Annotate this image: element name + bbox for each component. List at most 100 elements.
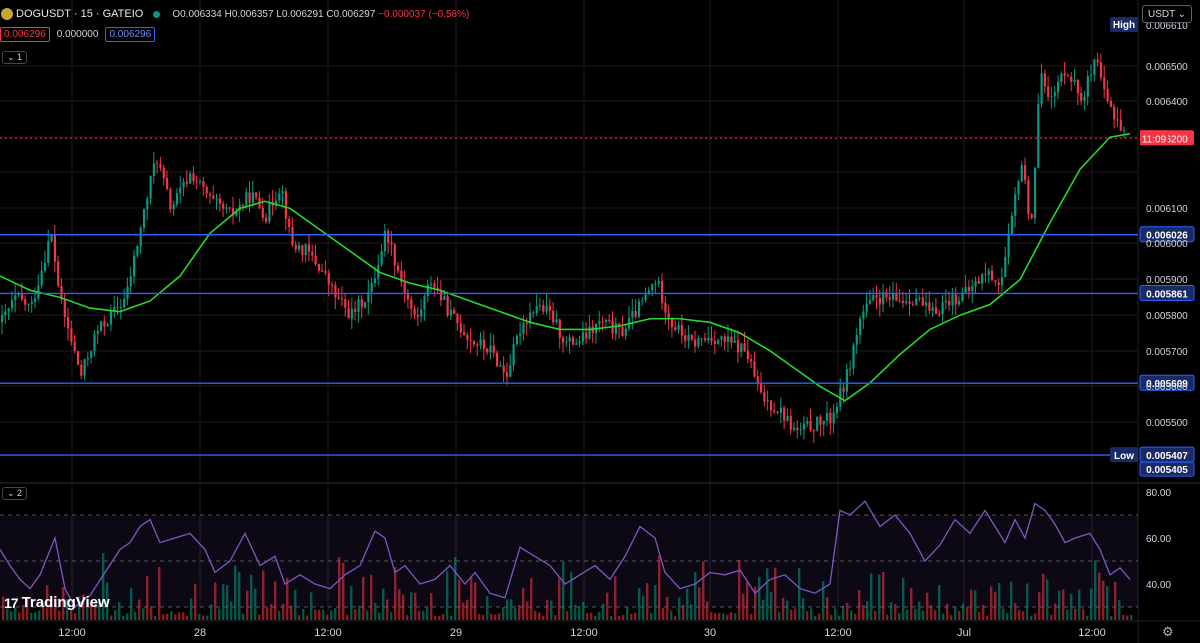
- candle-body: [657, 281, 660, 284]
- candle-body: [17, 293, 20, 296]
- candle-body: [304, 244, 307, 256]
- volume-bar: [962, 603, 965, 620]
- volume-bar: [558, 578, 561, 620]
- candle-body: [974, 280, 977, 287]
- volume-bar: [762, 599, 765, 620]
- volume-bar: [446, 570, 449, 620]
- candle-body: [1103, 77, 1106, 89]
- candle-body: [1083, 96, 1086, 101]
- candle-body: [459, 323, 462, 333]
- volume-bar: [1038, 592, 1041, 620]
- candle-body: [1010, 215, 1013, 234]
- candle-body: [634, 310, 637, 318]
- volume-bar: [638, 588, 641, 620]
- volume-bar: [202, 615, 205, 620]
- volume-bar: [358, 605, 361, 620]
- candle-body: [694, 339, 697, 347]
- candle-body: [469, 340, 472, 342]
- candle-body: [717, 339, 720, 345]
- candle-body: [152, 163, 155, 176]
- open-value: O0.006334: [172, 8, 222, 20]
- level-price-label: 0.006026: [1146, 231, 1188, 242]
- volume-bar: [858, 589, 861, 620]
- candle-body: [750, 359, 753, 362]
- volume-bar: [854, 613, 857, 620]
- volume-bar: [526, 601, 529, 620]
- candle-body: [677, 325, 680, 330]
- volume-bar: [134, 611, 137, 620]
- volume-bar: [670, 610, 673, 620]
- candle-body: [1004, 256, 1007, 278]
- candle-body: [443, 296, 446, 301]
- volume-bar: [826, 597, 829, 620]
- volume-bar: [1022, 611, 1025, 620]
- volume-bar: [26, 596, 29, 620]
- volume-bar: [690, 604, 693, 620]
- candle-body: [971, 286, 974, 292]
- volume-bar: [210, 604, 213, 620]
- candle-body: [1053, 92, 1056, 97]
- price-axis-label: 0.006400: [1146, 97, 1188, 108]
- volume-bar: [198, 614, 201, 620]
- candle-body: [182, 181, 185, 188]
- candle-body: [601, 321, 604, 323]
- candle-body: [1073, 79, 1076, 82]
- candle-body: [337, 297, 340, 299]
- candle-body: [835, 406, 839, 413]
- sell-price-box[interactable]: 0.006296: [0, 27, 50, 42]
- candle-body: [994, 280, 997, 283]
- volume-bar: [1118, 600, 1121, 620]
- candle-body: [984, 274, 987, 276]
- candle-body: [545, 306, 548, 312]
- candle-body: [1030, 214, 1033, 219]
- candle-body: [961, 292, 964, 301]
- candle-body: [925, 302, 928, 306]
- candle-body: [766, 400, 769, 402]
- candle-body: [192, 173, 195, 182]
- volume-bar: [70, 609, 73, 620]
- volume-bar: [66, 599, 69, 620]
- volume-bar: [350, 586, 353, 620]
- volume-bar: [150, 606, 153, 620]
- buy-price-box[interactable]: 0.006296: [105, 27, 156, 42]
- main-pane-toggle[interactable]: ⌄ 1: [2, 51, 28, 64]
- candle-body: [420, 309, 423, 317]
- candle-body: [931, 307, 934, 311]
- level-price-tag: [1139, 226, 1195, 243]
- candle-body: [1050, 96, 1053, 98]
- volume-bar: [666, 596, 669, 620]
- volume-bar: [474, 582, 477, 620]
- volume-bar: [734, 613, 737, 620]
- currency-select[interactable]: USDT ⌄: [1142, 5, 1192, 23]
- dogecoin-icon: [1, 8, 13, 20]
- candle-body: [1017, 181, 1020, 195]
- volume-bar: [774, 567, 777, 620]
- candle-body: [1037, 104, 1040, 168]
- candle-body: [730, 336, 733, 343]
- volume-bar: [118, 602, 121, 620]
- symbol-title[interactable]: DOGUSDT · 15 · GATEIO: [16, 8, 144, 20]
- volume-bar: [170, 611, 173, 620]
- candle-body: [895, 293, 898, 301]
- candle-body: [849, 368, 852, 370]
- volume-bar: [978, 611, 981, 620]
- candle-body: [529, 312, 532, 324]
- volume-bar: [1114, 581, 1117, 620]
- candle-body: [746, 350, 749, 360]
- volume-bar: [514, 607, 517, 620]
- candle-body: [96, 330, 99, 334]
- rsi-pane-toggle[interactable]: ⌄ 2: [2, 487, 28, 500]
- volume-bar: [986, 615, 989, 620]
- volume-bar: [566, 611, 569, 620]
- candle-body: [522, 323, 525, 334]
- candle-body: [690, 334, 693, 340]
- volume-bar: [218, 608, 221, 620]
- volume-bar: [706, 601, 709, 620]
- gear-icon[interactable]: ⚙: [1162, 624, 1174, 639]
- candle-body: [93, 333, 96, 352]
- candle-body: [156, 163, 159, 165]
- candle-body: [410, 299, 413, 309]
- candle-body: [73, 341, 76, 352]
- volume-bar: [442, 614, 445, 620]
